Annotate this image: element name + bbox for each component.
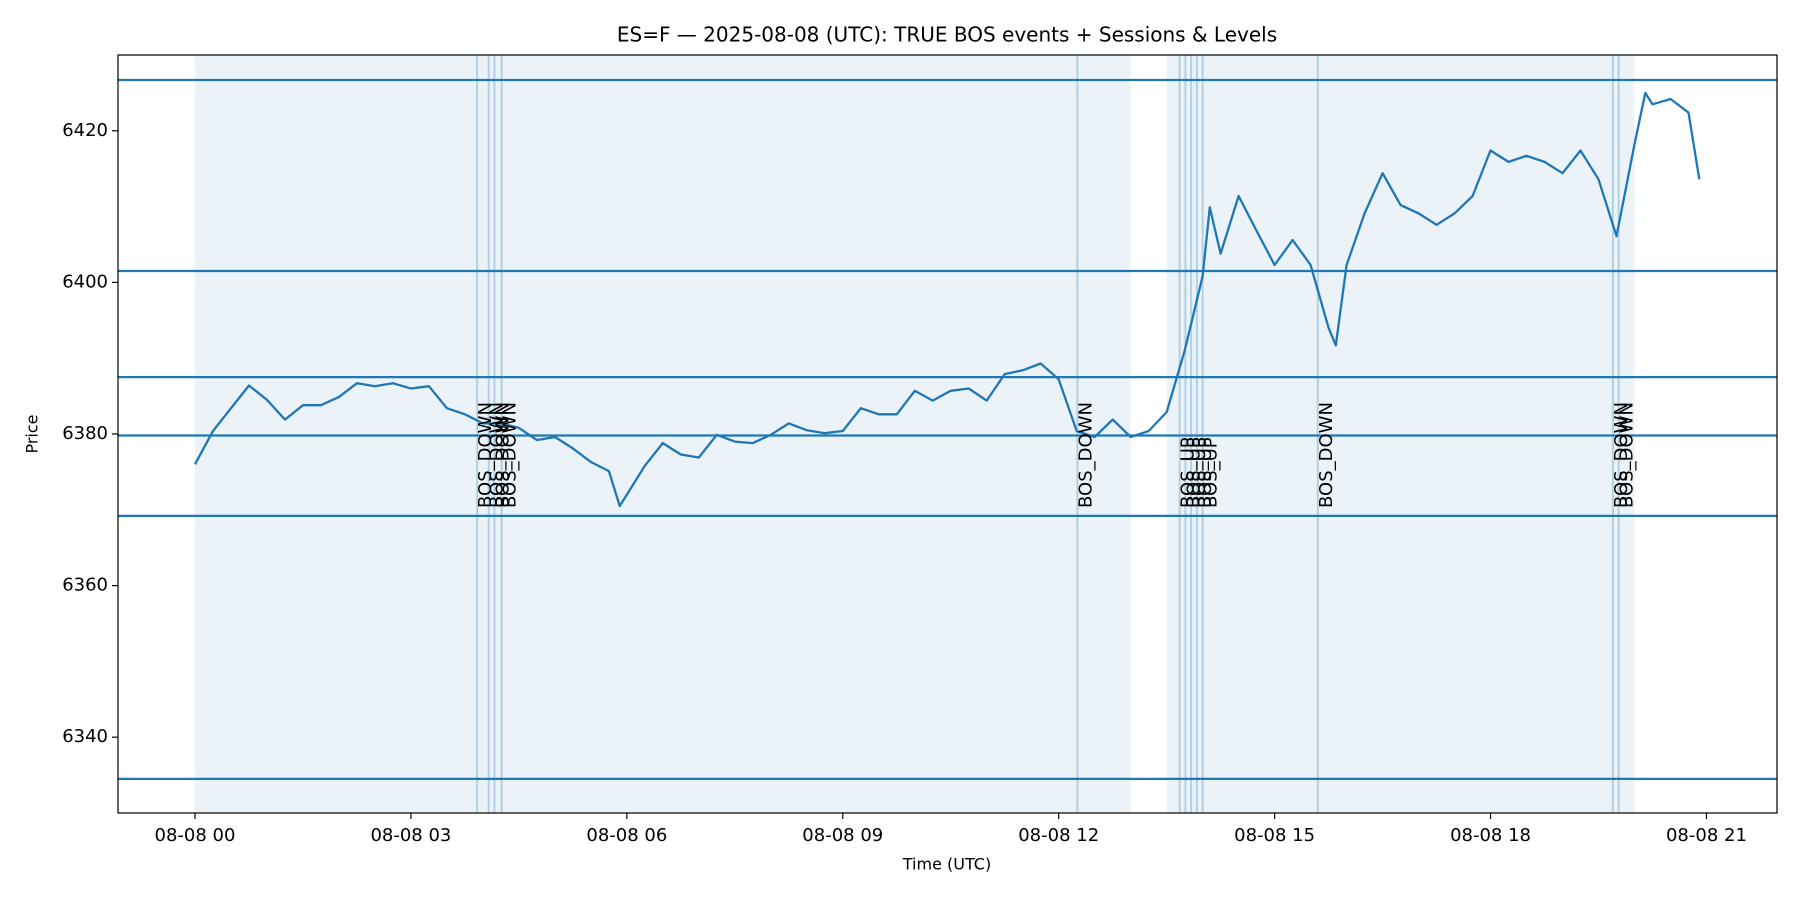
event-label: BOS_UP (1201, 437, 1222, 508)
event-label: BOS_DOWN (500, 402, 521, 508)
session-band (195, 55, 1131, 813)
y-axis-label: Price (23, 414, 42, 453)
x-tick-label: 08-08 03 (370, 825, 451, 846)
y-tick-label: 6360 (62, 575, 108, 596)
event-label: BOS_DOWN (487, 402, 508, 508)
x-tick-label: 08-08 06 (586, 825, 667, 846)
event-label: BOS_DOWN (1316, 402, 1337, 508)
event-label: BOS_DOWN (1617, 402, 1638, 508)
x-tick-label: 08-08 09 (802, 825, 883, 846)
y-tick-label: 6420 (62, 120, 108, 141)
price-line (193, 91, 1701, 508)
x-tick-label: 08-08 12 (1018, 825, 1099, 846)
x-tick-label: 08-08 15 (1234, 825, 1315, 846)
event-label: BOS_DOWN (1611, 402, 1632, 508)
event-label: BOS_UP (1183, 437, 1204, 508)
session-band (1166, 55, 1635, 813)
event-label: BOS_UP (1195, 437, 1216, 508)
event-label: BOS_DOWN (1075, 402, 1096, 508)
chart-title: ES=F — 2025-08-08 (UTC): TRUE BOS events… (617, 23, 1277, 47)
event-label: BOS_UP (1189, 437, 1210, 508)
y-tick-label: 6380 (62, 423, 108, 444)
event-label: BOS_UP (1178, 437, 1199, 508)
y-tick-label: 6340 (62, 726, 108, 747)
x-tick-label: 08-08 00 (155, 825, 236, 846)
event-label: BOS_DOWN (492, 402, 513, 508)
x-tick-label: 08-08 18 (1450, 825, 1531, 846)
x-tick-label: 08-08 21 (1666, 825, 1747, 846)
x-axis-label: Time (UTC) (902, 855, 991, 874)
y-tick-label: 6400 (62, 271, 108, 292)
event-label: BOS_DOWN (475, 402, 496, 508)
